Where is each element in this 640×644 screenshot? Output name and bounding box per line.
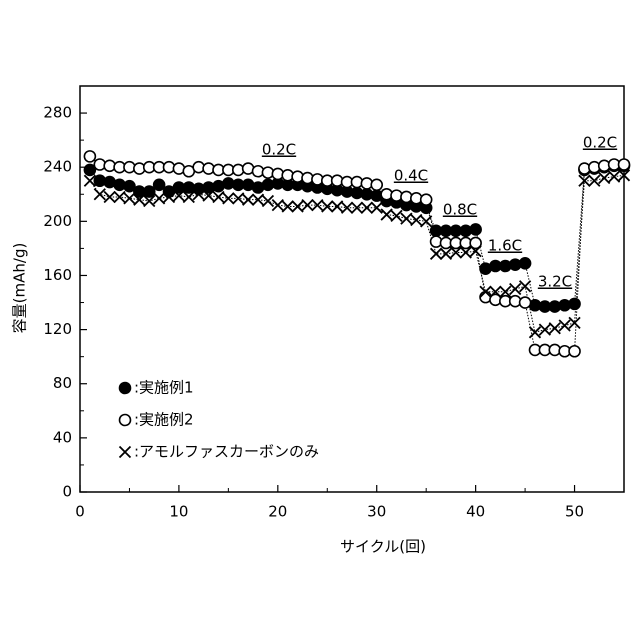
legend-marker xyxy=(120,447,131,458)
x-tick-label: 50 xyxy=(565,503,584,521)
x-tick-label: 0 xyxy=(75,503,85,521)
marker xyxy=(391,210,402,221)
legend-marker xyxy=(120,383,131,394)
marker xyxy=(213,191,224,202)
rate-annotation: 1.6C xyxy=(488,237,522,255)
marker xyxy=(411,214,422,225)
legend-marker xyxy=(120,415,131,426)
marker xyxy=(262,196,273,207)
y-tick-label: 120 xyxy=(43,320,72,338)
marker xyxy=(431,248,442,259)
rate-annotation: 0.2C xyxy=(262,141,296,159)
marker xyxy=(510,284,521,295)
x-tick-label: 40 xyxy=(466,503,485,521)
marker xyxy=(312,200,323,211)
y-tick-label: 0 xyxy=(62,483,72,501)
marker xyxy=(599,173,610,184)
marker xyxy=(272,200,283,211)
marker xyxy=(243,194,254,205)
marker xyxy=(124,193,135,204)
legend-label: :実施例2 xyxy=(134,411,194,429)
marker xyxy=(94,189,105,200)
marker xyxy=(440,248,451,259)
marker xyxy=(619,159,630,170)
x-axis-label: サイクル(回) xyxy=(340,538,426,556)
marker xyxy=(539,324,550,335)
y-tick-label: 40 xyxy=(53,428,72,446)
y-tick-label: 200 xyxy=(43,212,72,230)
y-axis-label: 容量(mAh/g) xyxy=(11,243,29,334)
marker xyxy=(322,201,333,212)
marker xyxy=(520,297,531,308)
legend-label: :実施例1 xyxy=(134,379,194,397)
marker xyxy=(154,193,165,204)
rate-annotation: 0.4C xyxy=(394,167,428,185)
marker xyxy=(154,179,165,190)
legend-label: :アモルファスカーボンのみ xyxy=(134,443,319,461)
marker xyxy=(371,202,382,213)
marker xyxy=(253,194,264,205)
y-tick-label: 240 xyxy=(43,158,72,176)
marker xyxy=(144,186,155,197)
chart: サイクル(回) 容量(mAh/g) 0 40 80 120 160 200 240 280 0 1… xyxy=(0,0,640,640)
marker xyxy=(371,179,382,190)
marker xyxy=(381,209,392,220)
marker xyxy=(520,258,531,269)
y-tick-label: 80 xyxy=(53,374,72,392)
marker xyxy=(401,213,412,224)
marker xyxy=(421,216,432,227)
marker xyxy=(84,151,95,162)
x-tick-label: 20 xyxy=(268,503,287,521)
rate-annotation: 0.8C xyxy=(443,201,477,219)
marker xyxy=(421,194,432,205)
marker xyxy=(282,201,293,212)
marker xyxy=(529,327,540,338)
rate-annotation: 0.2C xyxy=(583,134,617,152)
x-tick-label: 30 xyxy=(367,503,386,521)
marker xyxy=(569,298,580,309)
marker xyxy=(569,346,580,357)
marker xyxy=(470,224,481,235)
y-tick-label: 280 xyxy=(43,104,72,122)
rate-annotation: 3.2C xyxy=(538,273,572,291)
marker xyxy=(559,320,570,331)
marker xyxy=(549,323,560,334)
y-tick-label: 160 xyxy=(43,266,72,284)
x-tick-label: 10 xyxy=(169,503,188,521)
marker xyxy=(609,171,620,182)
marker xyxy=(569,317,580,328)
marker xyxy=(520,281,531,292)
